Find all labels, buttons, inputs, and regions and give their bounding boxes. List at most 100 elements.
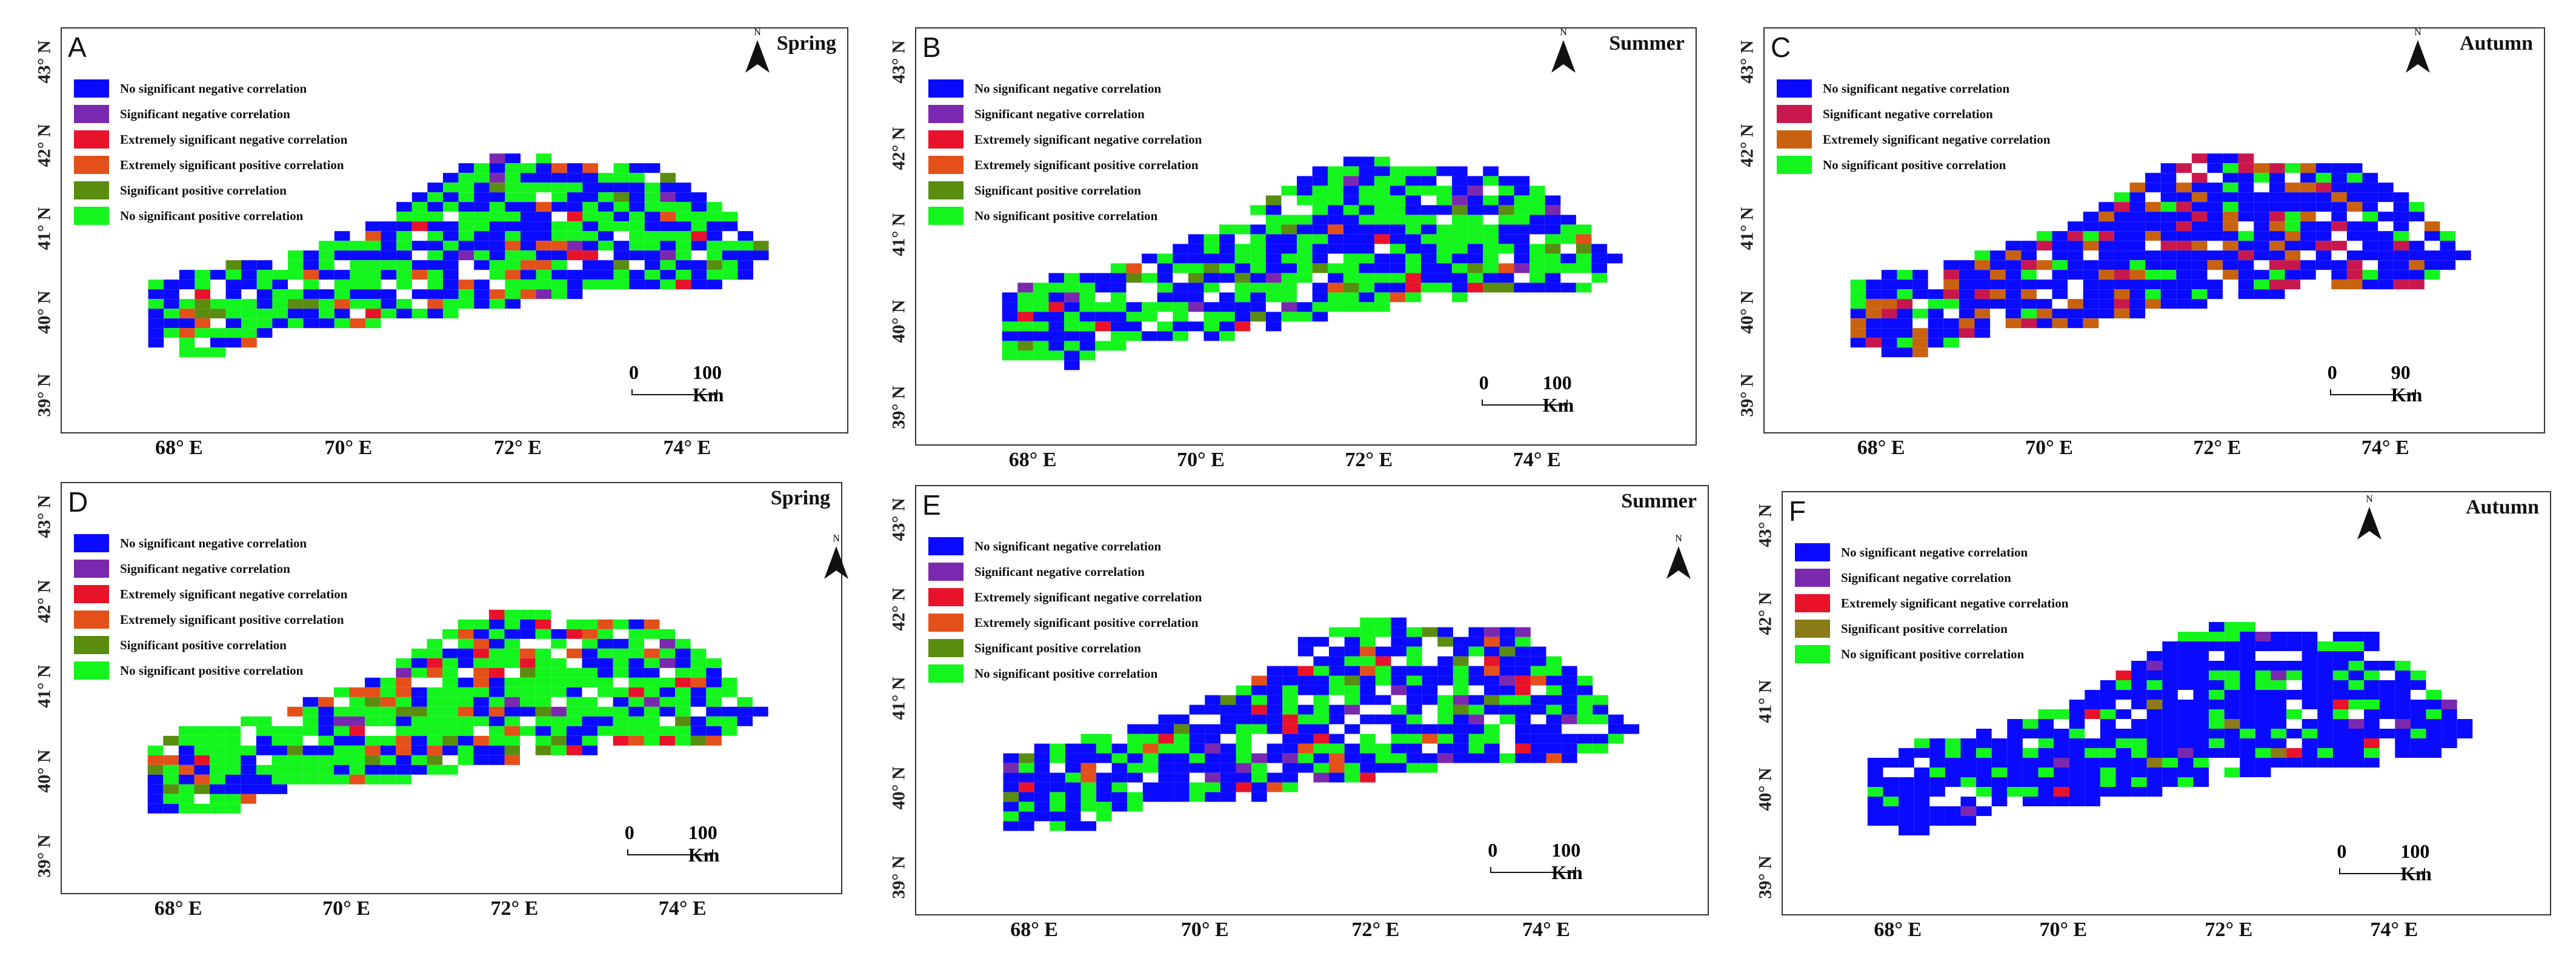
grid-cell bbox=[2100, 700, 2116, 709]
grid-cell bbox=[644, 735, 660, 746]
grid-cell bbox=[2409, 270, 2425, 280]
grid-cell bbox=[613, 638, 629, 649]
grid-cell bbox=[1251, 685, 1267, 695]
grid-cell bbox=[225, 774, 241, 784]
grid-cell bbox=[1484, 627, 1500, 637]
grid-cell bbox=[1189, 782, 1205, 792]
grid-cell bbox=[303, 279, 319, 290]
lon-tick-label: 72° E bbox=[494, 436, 542, 459]
grid-cell bbox=[2207, 212, 2223, 222]
grid-cell bbox=[1897, 318, 1913, 329]
grid-cell bbox=[427, 687, 443, 697]
grid-cell bbox=[2457, 719, 2473, 729]
grid-cell bbox=[1313, 695, 1330, 705]
grid-cell bbox=[1390, 283, 1406, 293]
grid-cell bbox=[1019, 821, 1034, 831]
grid-cell bbox=[2085, 758, 2100, 768]
scale-bar: 0 100 Km bbox=[1488, 839, 1583, 883]
grid-cell bbox=[660, 270, 676, 280]
grid-cell bbox=[1452, 176, 1468, 186]
grid-cell bbox=[411, 309, 428, 319]
grid-cell bbox=[210, 338, 226, 348]
grid-cell bbox=[1484, 695, 1500, 705]
grid-cell bbox=[2160, 250, 2177, 261]
grid-cell bbox=[1545, 224, 1561, 235]
grid-cell bbox=[691, 241, 707, 251]
grid-cell bbox=[504, 687, 521, 697]
grid-cell bbox=[2145, 279, 2161, 290]
grid-cell bbox=[582, 202, 598, 212]
grid-cell bbox=[2332, 738, 2349, 748]
grid-cell bbox=[1530, 743, 1546, 754]
grid-cell bbox=[660, 241, 676, 251]
grid-cell bbox=[1048, 350, 1065, 361]
grid-cell bbox=[396, 202, 412, 212]
grid-cell bbox=[691, 270, 707, 280]
grid-cell bbox=[504, 629, 521, 639]
north-arrow-shape bbox=[1551, 40, 1576, 73]
grid-cell bbox=[2271, 719, 2287, 729]
grid-cell bbox=[2115, 758, 2132, 768]
grid-cell bbox=[521, 173, 536, 183]
grid-cell bbox=[629, 241, 645, 251]
grid-cell bbox=[1391, 743, 1407, 754]
grid-cell bbox=[2115, 768, 2132, 777]
grid-cell bbox=[1033, 341, 1049, 351]
grid-cell bbox=[474, 173, 490, 183]
grid-cell bbox=[194, 774, 210, 784]
grid-cell bbox=[210, 735, 225, 746]
map-panel-e: E Summer No significant negative correlati… bbox=[915, 485, 1709, 915]
grid-cell bbox=[2331, 279, 2347, 290]
grid-cell bbox=[210, 794, 225, 804]
scale-start: 0 bbox=[2327, 361, 2337, 384]
grid-cell bbox=[272, 279, 288, 290]
grid-cell bbox=[1406, 666, 1422, 676]
grid-cell bbox=[1127, 734, 1143, 744]
grid-cell bbox=[1483, 205, 1499, 215]
lat-tick-label: 39° N bbox=[888, 855, 909, 899]
grid-cell bbox=[2005, 260, 2022, 270]
grid-cell bbox=[1390, 234, 1406, 244]
grid-cell bbox=[411, 735, 427, 746]
grid-cell bbox=[489, 221, 505, 232]
grid-cell bbox=[691, 279, 707, 290]
grid-cell bbox=[536, 163, 552, 173]
grid-cell bbox=[722, 260, 738, 270]
grid-cell bbox=[1374, 186, 1390, 196]
grid-cell bbox=[1514, 244, 1530, 254]
grid-cell bbox=[1234, 253, 1251, 264]
grid-cell bbox=[163, 794, 179, 804]
grid-cell bbox=[2395, 690, 2411, 700]
grid-cell bbox=[1499, 695, 1516, 705]
grid-cell bbox=[613, 202, 630, 212]
grid-cell bbox=[334, 299, 350, 309]
grid-cell bbox=[1050, 821, 1065, 831]
grid-cell bbox=[1405, 253, 1421, 264]
grid-cell bbox=[1096, 753, 1112, 763]
grid-cell bbox=[597, 658, 613, 668]
grid-cell bbox=[2300, 241, 2316, 251]
grid-cell bbox=[2193, 719, 2209, 729]
grid-cell bbox=[2424, 221, 2440, 232]
grid-cell bbox=[1406, 646, 1422, 657]
grid-cell bbox=[1515, 685, 1531, 695]
grid-cell bbox=[644, 163, 661, 173]
grid-cell bbox=[1297, 685, 1314, 695]
grid-cell bbox=[1850, 328, 1866, 338]
grid-cell bbox=[2379, 661, 2395, 671]
grid-cell bbox=[628, 726, 644, 736]
grid-cell bbox=[1234, 244, 1251, 254]
grid-cell bbox=[2285, 270, 2301, 280]
grid-cell bbox=[1313, 637, 1330, 647]
grid-cell bbox=[1546, 675, 1562, 686]
grid-cell bbox=[613, 260, 630, 270]
legend-label: No significant positive correlation bbox=[1823, 157, 2006, 172]
grid-cell bbox=[2052, 318, 2068, 329]
grid-cell bbox=[1236, 763, 1252, 773]
grid-cell bbox=[2378, 279, 2394, 290]
grid-cell bbox=[1265, 273, 1282, 283]
grid-cell bbox=[676, 260, 691, 270]
grid-cell bbox=[676, 231, 691, 241]
grid-cell bbox=[644, 706, 660, 717]
grid-cell bbox=[256, 318, 273, 329]
